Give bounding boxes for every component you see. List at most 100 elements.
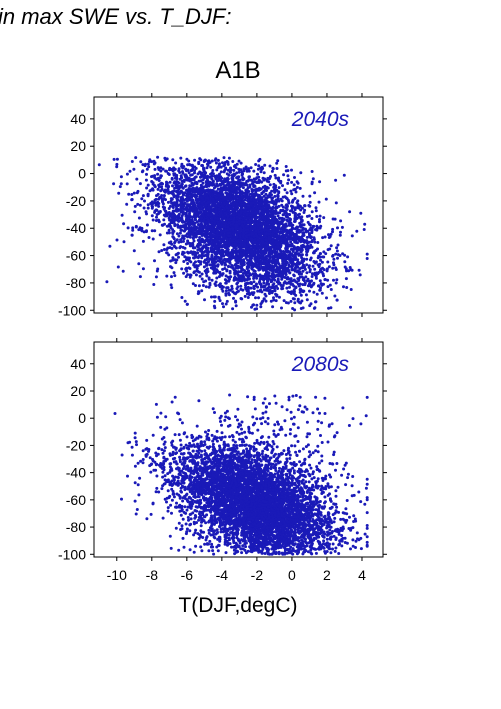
data-point	[171, 184, 174, 188]
data-point	[274, 299, 278, 303]
data-point	[259, 233, 263, 237]
data-point	[145, 172, 148, 176]
data-point	[358, 273, 362, 277]
data-point	[319, 252, 322, 256]
data-point	[181, 245, 185, 249]
data-point	[193, 171, 196, 175]
data-point	[333, 294, 337, 298]
data-point	[283, 280, 287, 284]
data-point	[271, 305, 275, 309]
data-point	[359, 211, 363, 215]
data-point	[318, 220, 321, 224]
data-point	[175, 176, 179, 180]
data-point	[262, 281, 266, 285]
data-point	[209, 232, 213, 236]
data-point	[208, 263, 212, 267]
data-point	[97, 163, 101, 167]
data-point	[222, 305, 225, 309]
data-point	[168, 166, 172, 170]
data-point	[200, 201, 204, 205]
data-point	[173, 186, 177, 190]
data-point	[154, 197, 158, 201]
data-point	[202, 225, 206, 229]
data-point	[332, 278, 335, 282]
data-point	[133, 204, 137, 208]
data-point	[255, 282, 258, 286]
data-point	[234, 304, 238, 308]
data-point	[189, 219, 193, 223]
data-point	[335, 246, 339, 250]
data-point	[178, 231, 182, 235]
data-point	[191, 237, 195, 240]
data-point	[272, 227, 276, 231]
data-point	[154, 275, 158, 279]
data-point	[132, 167, 136, 171]
data-point	[292, 290, 296, 294]
data-point	[302, 231, 306, 235]
data-point	[235, 271, 239, 275]
data-point	[273, 285, 276, 289]
data-point	[289, 299, 293, 303]
data-point	[175, 183, 179, 187]
data-point	[192, 239, 196, 243]
data-point	[287, 243, 291, 247]
data-point	[276, 287, 280, 290]
data-point	[198, 157, 202, 161]
data-point	[134, 225, 138, 229]
data-point	[311, 177, 315, 181]
data-point	[221, 302, 224, 306]
data-point	[158, 233, 162, 237]
data-point	[247, 190, 251, 193]
data-point	[270, 214, 274, 218]
data-point	[341, 252, 345, 256]
data-point	[184, 217, 188, 221]
data-point	[308, 258, 312, 262]
data-point	[348, 266, 352, 269]
data-point	[240, 268, 244, 272]
data-point	[321, 255, 325, 259]
data-point	[211, 193, 214, 197]
data-point	[130, 160, 134, 163]
data-point	[276, 159, 280, 163]
data-point	[207, 250, 211, 254]
data-point	[179, 206, 183, 210]
data-point	[298, 290, 302, 294]
data-point	[305, 253, 309, 257]
data-point	[239, 252, 243, 256]
data-point	[308, 246, 312, 250]
data-point	[328, 283, 332, 287]
data-point	[140, 197, 144, 201]
data-point	[227, 265, 230, 269]
data-point	[128, 169, 132, 173]
data-point	[280, 277, 284, 281]
data-point	[182, 271, 186, 275]
data-point	[138, 203, 142, 207]
data-point	[143, 199, 146, 203]
figure-title: in max SWE vs. T_DJF:	[0, 4, 232, 29]
data-point	[322, 216, 326, 220]
data-point	[181, 186, 185, 190]
data-point	[209, 165, 213, 169]
data-point	[245, 224, 249, 228]
data-point	[188, 273, 192, 277]
data-point	[277, 234, 281, 238]
data-point	[324, 197, 328, 201]
data-point	[145, 186, 149, 190]
data-point	[329, 288, 333, 291]
data-point	[139, 160, 143, 164]
data-point	[299, 171, 303, 175]
data-point	[260, 180, 264, 184]
data-point	[304, 230, 308, 234]
data-point	[145, 212, 148, 216]
data-point	[141, 267, 145, 271]
data-point	[331, 266, 335, 270]
data-point	[206, 163, 210, 167]
data-point	[290, 180, 294, 184]
data-point	[299, 307, 303, 310]
data-point	[213, 299, 217, 303]
data-point	[181, 212, 185, 216]
data-point	[220, 230, 224, 234]
data-point	[137, 216, 141, 220]
data-point	[257, 194, 261, 198]
data-point	[180, 162, 184, 166]
